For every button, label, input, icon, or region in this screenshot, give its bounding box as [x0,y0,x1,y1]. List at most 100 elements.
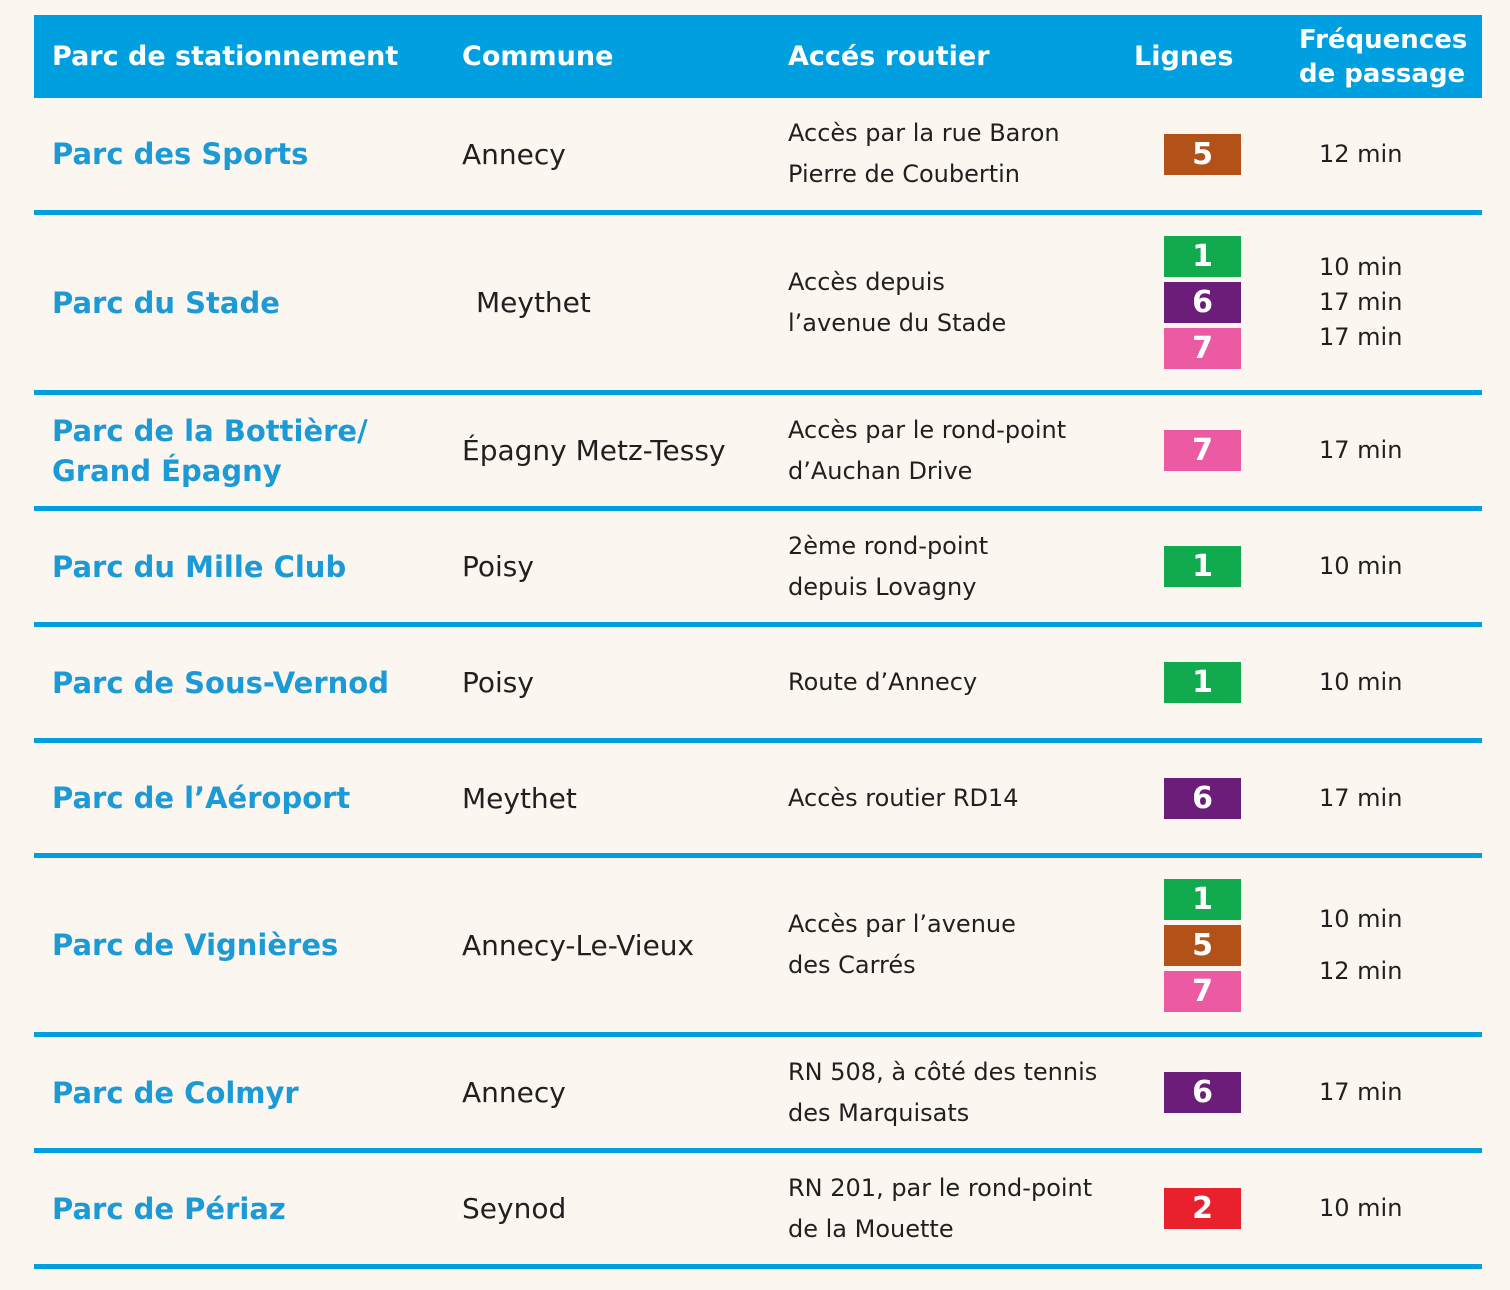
frequence: 10 min [1319,552,1403,580]
row-divider [34,853,1482,858]
line-badge: 5 [1164,924,1241,966]
lignes: 6 [1164,743,1241,853]
commune: Annecy-Le-Vieux [462,928,695,962]
parc-name: Parc des Sports [52,98,442,210]
row-divider [34,738,1482,743]
acces-routier: 2ème rond-point depuis Lovagny [788,511,1128,622]
acces-routier-line: de la Mouette [788,1214,954,1243]
table-row: Parc de Vignières Annecy-Le-Vieux Accès pa… [34,858,1482,1032]
line-badge: 2 [1164,1188,1241,1229]
header-commune: Commune [462,41,614,72]
row-divider [34,1148,1482,1153]
frequences: 10 min [1319,511,1402,622]
acces-routier-line: des Marquisats [788,1098,970,1127]
line-badge: 6 [1164,282,1241,323]
frequences: 10 min [1319,1153,1402,1264]
header-freq-line1: Fréquences [1299,24,1468,55]
row-divider [34,210,1482,215]
parc-name-line: Grand Épagny [52,453,282,488]
lignes: 1 [1164,511,1241,622]
frequence: 17 min [1319,288,1403,316]
acces-routier: RN 201, par le rond-point de la Mouette [788,1153,1128,1264]
header-acces: Accés routier [788,41,990,72]
line-badge: 1 [1164,546,1241,587]
table-row: Parc de Colmyr Annecy RN 508, à côté des t… [34,1037,1482,1148]
line-badge: 1 [1164,236,1241,277]
table-row: Parc de Sous-Vernod Poisy Route d’Annecy 1 1… [34,627,1482,738]
line-badge: 1 [1164,662,1241,703]
parc-name-line: Parc du Stade [52,285,280,320]
parc-name: Parc de Colmyr [52,1037,442,1148]
acces-routier: RN 508, à côté des tennis des Marquisats [788,1037,1128,1148]
acces-routier-line: Accès par le rond-point [788,415,1067,444]
acces-routier-line: Accès routier RD14 [788,783,1019,812]
acces-routier-line: Pierre de Coubertin [788,160,1020,188]
parc-name: Parc du Mille Club [52,511,442,622]
acces-routier-line: depuis Lovagny [788,572,977,601]
commune: Poisy [462,550,534,583]
acces-routier-line: Accès depuis [788,267,945,296]
acces-routier-line: des Carrés [788,951,916,979]
parc-name-line: Parc de la Bottière/ [52,413,368,448]
frequences: 17 min [1319,1037,1402,1148]
frequences: 17 min [1319,395,1402,506]
header-frequences: Fréquences de passage [1299,15,1467,98]
commune: Meythet [476,286,591,319]
parc-name: Parc de Périaz [52,1153,442,1264]
commune: Épagny Metz-Tessy [462,434,726,467]
parc-name-line: Parc de Périaz [52,1191,286,1226]
commune: Seynod [462,1192,567,1225]
acces-routier: Route d’Annecy [788,627,1128,738]
frequence: 17 min [1319,323,1403,351]
table-row: Parc du Mille Club Poisy 2ème rond-point de… [34,511,1482,622]
frequence: 10 min [1319,1194,1403,1222]
line-badge: 7 [1164,328,1241,369]
commune: Poisy [462,666,534,699]
frequence: 12 min [1319,957,1403,985]
frequence: 10 min [1319,668,1403,696]
table-header: Parc de stationnement Commune Accés rout… [34,15,1482,98]
acces-routier-line: RN 201, par le rond-point [788,1173,1093,1202]
parc-name: Parc de la Bottière/Grand Épagny [52,395,442,506]
frequences: 10 min 12 min [1319,858,1402,1032]
parc-name-line: Parc de Vignières [52,928,339,962]
lignes: 1 6 7 [1164,215,1241,390]
frequences: 17 min [1319,743,1402,853]
row-divider [34,506,1482,511]
frequence: 17 min [1319,1078,1403,1106]
table-row: Parc de Périaz Seynod RN 201, par le rond-… [34,1153,1482,1264]
acces-routier: Accès routier RD14 [788,743,1128,853]
frequences: 12 min [1319,98,1402,210]
frequences: 10 min [1319,627,1402,738]
frequence: 12 min [1319,139,1403,168]
table-row: Parc de la Bottière/Grand Épagny Épagny M… [34,395,1482,506]
parc-name: Parc du Stade [52,215,442,390]
row-divider [34,622,1482,627]
lignes: 7 [1164,395,1241,506]
row-divider [34,390,1482,395]
header-freq-line2: de passage [1299,58,1466,89]
header-parc: Parc de stationnement [52,41,399,72]
commune: Annecy [462,1076,566,1109]
acces-routier-line: RN 508, à côté des tennis [788,1057,1098,1086]
line-badge: 1 [1164,878,1241,920]
frequence: 17 min [1319,783,1403,812]
parc-name-line: Parc de Colmyr [52,1075,299,1110]
row-divider [34,1032,1482,1037]
commune: Annecy [462,137,566,171]
frequence: 17 min [1319,436,1403,464]
frequences: 10 min 17 min 17 min [1319,215,1402,390]
line-badge: 7 [1164,430,1241,471]
parc-name-line: Parc de l’Aéroport [52,781,351,815]
line-badge: 7 [1164,970,1241,1012]
line-badge: 6 [1164,1072,1241,1113]
lignes: 1 [1164,627,1241,738]
acces-routier-line: Accès par l’avenue [788,910,1016,938]
lignes: 6 [1164,1037,1241,1148]
table-row: Parc de l’Aéroport Meythet Accès routier R… [34,743,1482,853]
parc-name: Parc de l’Aéroport [52,743,442,853]
acces-routier: Accès par le rond-point d’Auchan Drive [788,395,1128,506]
parc-name: Parc de Sous-Vernod [52,627,442,738]
parc-name: Parc de Vignières [52,858,442,1032]
